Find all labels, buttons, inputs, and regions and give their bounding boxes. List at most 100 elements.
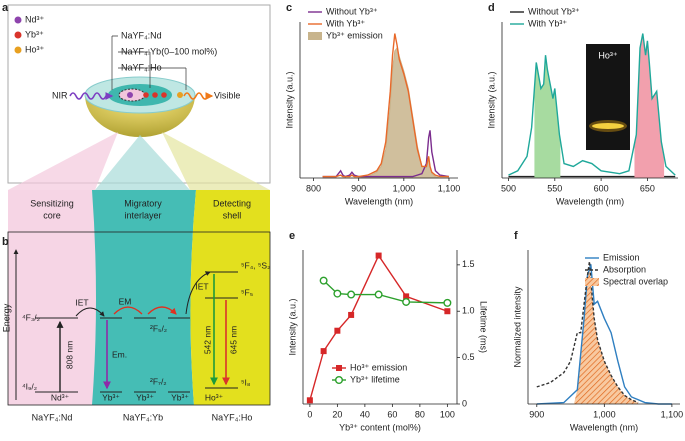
layer-label: NaYF₄:Ho [121,62,162,72]
marker [375,252,382,259]
highlight [634,33,665,178]
legend-label: Ho³⁺ emission [350,362,407,372]
header: interlayer [124,210,161,220]
marker [443,298,452,307]
legend-label: Absorption [603,264,646,274]
x-tick-label: 800 [306,183,321,193]
header: Sensitizing [30,198,74,208]
migration-arrow [113,306,176,314]
legend-dot [14,46,22,54]
legend-dot [14,31,22,39]
level-label: ⁵F₅ [241,287,253,297]
x-tick-label: 1,100 [661,409,684,419]
legend-dot [14,16,22,24]
header: shell [223,210,242,220]
marker [374,290,383,299]
x-tick-label: 1,100 [438,183,461,193]
legend-marker [336,365,342,371]
line [536,264,672,405]
ion-dot [177,92,183,98]
y2-tick-label: 0 [462,398,467,408]
line [323,280,448,304]
legend-label: Without Yb³⁺ [326,6,378,16]
panel-letter: a [2,2,9,14]
line [322,130,450,178]
y-axis-label: Intensity (a.u.) [486,71,496,128]
x-axis-label: Wavelength (nm) [556,196,624,206]
fan [95,135,190,190]
level-label: ⁴I₉/₂ [22,381,37,391]
level-label: ⁵F₄, ⁵S₂ [241,260,270,270]
legend-label: Yb³⁺ lifetime [350,374,400,384]
transition-label: IET [195,281,208,291]
transfer-arrow [185,271,211,315]
layer-label: NaYF₄:Yb(0–100 mol%) [121,46,217,56]
transition-label: 645 nm [228,326,238,354]
marker [403,293,410,300]
y-axis-label: Intensity (a.u.) [287,298,297,355]
legend-label: Without Yb³⁺ [528,6,580,16]
visible-arrow [183,92,214,100]
panel-letter: e [289,230,295,242]
fan [8,132,118,190]
transition-label: 808 nm [64,341,74,369]
leader [112,35,187,90]
x-axis-label: Yb³⁺ content (mol%) [339,422,421,432]
ion-label: Yb³⁺ [102,392,120,402]
x-tick-label: 1,000 [393,183,416,193]
ion-dot [127,92,133,98]
core-region [8,190,96,405]
area [573,267,639,404]
inset-background [586,44,630,150]
legend-marker [335,376,344,385]
marker [334,327,341,334]
fan [162,132,270,190]
x-tick-label: 500 [501,183,516,193]
ion-dot [152,92,158,98]
x-tick-label: 60 [387,409,397,419]
panel-b: b Sensitizing core Migratory interlayer … [1,190,270,422]
layer-label: NaYF₄:Nd [121,30,162,40]
x-tick-label: 40 [360,409,370,419]
header: core [43,210,61,220]
legend-label: Emission [603,252,640,262]
input-label: NIR [52,90,68,100]
legend-swatch [585,278,599,286]
marker [347,290,356,299]
level-label: ⁴F₃/₂ [22,312,40,322]
x-tick-label: 550 [547,183,562,193]
header: Detecting [213,198,251,208]
legend-swatch [308,32,322,40]
x-axis-label: Wavelength (nm) [570,422,638,432]
level-label: ²F₅/₂ [150,323,167,333]
x-tick-label: 900 [351,183,366,193]
ion-label: Yb³⁺ [171,392,189,402]
legend-label: With Yb³⁺ [528,18,567,28]
transition-label: EM [119,296,132,306]
panel-letter: d [488,2,495,14]
marker [402,297,411,306]
area [322,46,449,179]
header: Migratory [124,198,162,208]
inset-photo: Ho³⁺ [586,44,630,150]
legend-label: Ho³⁺ [25,44,45,54]
marker [348,311,355,318]
legend-label: Nd³⁺ [25,14,45,24]
output-label: Visible [214,90,240,100]
x-tick-label: 1,000 [593,409,616,419]
marker [320,348,327,355]
ion-dot [161,92,167,98]
legend-label: Yb³⁺ emission [326,30,383,40]
marker [306,397,313,404]
panel-a: a Nd³⁺ Yb³⁺ Ho³⁺ NaYF₄:Nd NaYF₄:Yb(0–100… [2,2,271,184]
panel-letter: c [286,2,292,14]
nir-arrow [69,92,114,100]
x-tick-label: 600 [594,183,609,193]
ion-dot [143,92,149,98]
legend-label: With Yb³⁺ [326,18,365,28]
y-axis-label: Normalized intensity [512,286,522,368]
y2-tick-label: 1.5 [462,259,475,269]
composition-label: NaYF₄:Yb [123,412,163,422]
